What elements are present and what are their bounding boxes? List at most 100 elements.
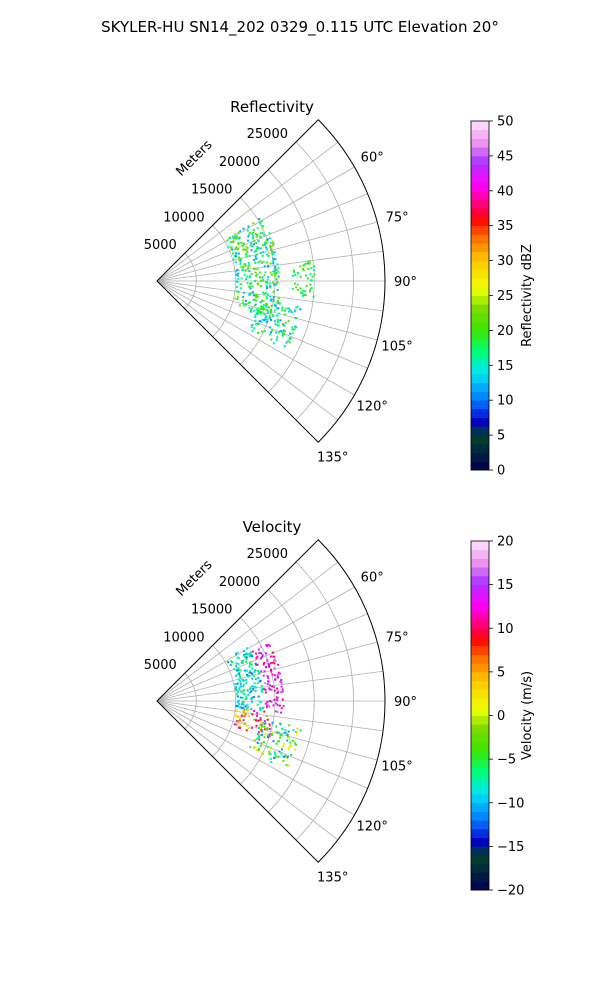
echo-gate — [284, 313, 287, 316]
echo-gate — [255, 724, 258, 727]
echo-gate — [275, 730, 278, 733]
echo-gate — [254, 746, 257, 749]
echo-gate — [257, 747, 260, 750]
echo-gate — [301, 292, 304, 295]
echo-gate — [244, 656, 247, 659]
echo-gate — [294, 742, 297, 745]
echo-gate — [257, 310, 260, 313]
echo-gate — [267, 736, 270, 739]
echo-gate — [265, 281, 268, 284]
echo-gate — [238, 719, 241, 722]
echo-gate — [240, 677, 243, 680]
echo-gate — [271, 329, 274, 332]
echo-gate — [235, 704, 238, 707]
range-tick-label: 15000 — [191, 603, 232, 618]
echo-gate — [254, 662, 257, 665]
reflectivity-echoes — [226, 218, 316, 348]
echo-gate — [257, 239, 260, 242]
colorbar-band — [471, 225, 489, 235]
echo-gate — [313, 265, 316, 268]
echo-gate — [263, 308, 266, 311]
echo-gate — [253, 259, 256, 261]
echo-gate — [242, 227, 245, 230]
echo-gate — [282, 331, 285, 334]
colorbar-band — [471, 435, 489, 445]
echo-gate — [246, 703, 249, 706]
echo-gate — [255, 749, 258, 752]
echo-gate — [252, 294, 255, 297]
colorbar-band — [471, 216, 489, 227]
echo-gate — [270, 298, 273, 301]
echo-gate — [245, 656, 248, 659]
echo-gate — [251, 323, 254, 326]
echo-gate — [242, 661, 244, 664]
echo-gate — [251, 329, 254, 332]
echo-gate — [242, 266, 245, 269]
colorbar-tick-label: 15 — [497, 578, 514, 593]
colorbar-band — [471, 121, 489, 131]
echo-gate — [276, 289, 279, 291]
colorbar-band — [471, 286, 489, 296]
echo-gate — [234, 261, 237, 264]
echo-gate — [292, 269, 295, 272]
echo-gate — [307, 268, 310, 271]
echo-gate — [246, 246, 249, 249]
echo-gate — [240, 266, 243, 268]
echo-gate — [235, 273, 238, 276]
colorbar-band — [471, 426, 489, 436]
echo-gate — [246, 251, 249, 253]
echo-gate — [310, 266, 313, 269]
echo-gate — [262, 674, 265, 677]
echo-gate — [291, 739, 294, 742]
echo-gate — [309, 288, 312, 291]
echo-gate — [288, 337, 291, 340]
azimuth-gridline — [156, 641, 378, 702]
echo-gate — [274, 710, 277, 713]
echo-gate — [281, 334, 284, 337]
range-tick-label: 25000 — [247, 547, 288, 562]
echo-gate — [274, 284, 277, 287]
range-tick-label: 20000 — [219, 155, 260, 170]
echo-gate — [235, 686, 238, 689]
echo-gate — [270, 304, 273, 307]
echo-gate — [271, 240, 274, 243]
echo-gate — [254, 303, 257, 306]
echo-gate — [275, 323, 278, 326]
echo-gate — [306, 262, 309, 265]
echo-gate — [236, 656, 239, 659]
echo-gate — [250, 242, 253, 245]
echo-gate — [266, 701, 269, 703]
echo-gate — [277, 663, 280, 666]
echo-gate — [280, 707, 283, 710]
colorbar-band — [471, 234, 489, 244]
colorbar-tick-label: 0 — [497, 464, 505, 479]
echo-gate — [288, 309, 291, 312]
echo-gate — [308, 262, 311, 265]
echo-gate — [255, 719, 258, 722]
echo-gate — [301, 268, 304, 270]
echo-gate — [235, 665, 238, 668]
azimuth-gridline — [156, 700, 384, 732]
echo-gate — [236, 290, 239, 293]
echo-gate — [263, 265, 266, 268]
echo-gate — [236, 269, 239, 271]
echo-gate — [266, 683, 269, 686]
colorbar-band — [471, 278, 489, 288]
echo-gate — [288, 724, 291, 727]
colorbar-band — [471, 689, 489, 699]
colorbar-tick-label: 20 — [497, 535, 514, 550]
echo-gate — [255, 293, 258, 296]
echo-gate — [248, 665, 251, 668]
echo-gate — [266, 287, 268, 290]
echo-gate — [269, 311, 272, 314]
echo-gate — [257, 731, 260, 734]
echo-gate — [277, 267, 280, 270]
echo-gate — [295, 317, 298, 320]
echo-gate — [261, 232, 264, 234]
echo-gate — [262, 752, 265, 755]
azimuth-tick-label: 135° — [317, 451, 348, 466]
echo-gate — [283, 731, 286, 734]
echo-gate — [249, 244, 252, 247]
echo-gate — [266, 309, 269, 312]
velocity-panel: Velocity 60° 75° 90° 105° 120° 135° 5000 10000 1… — [144, 518, 535, 899]
